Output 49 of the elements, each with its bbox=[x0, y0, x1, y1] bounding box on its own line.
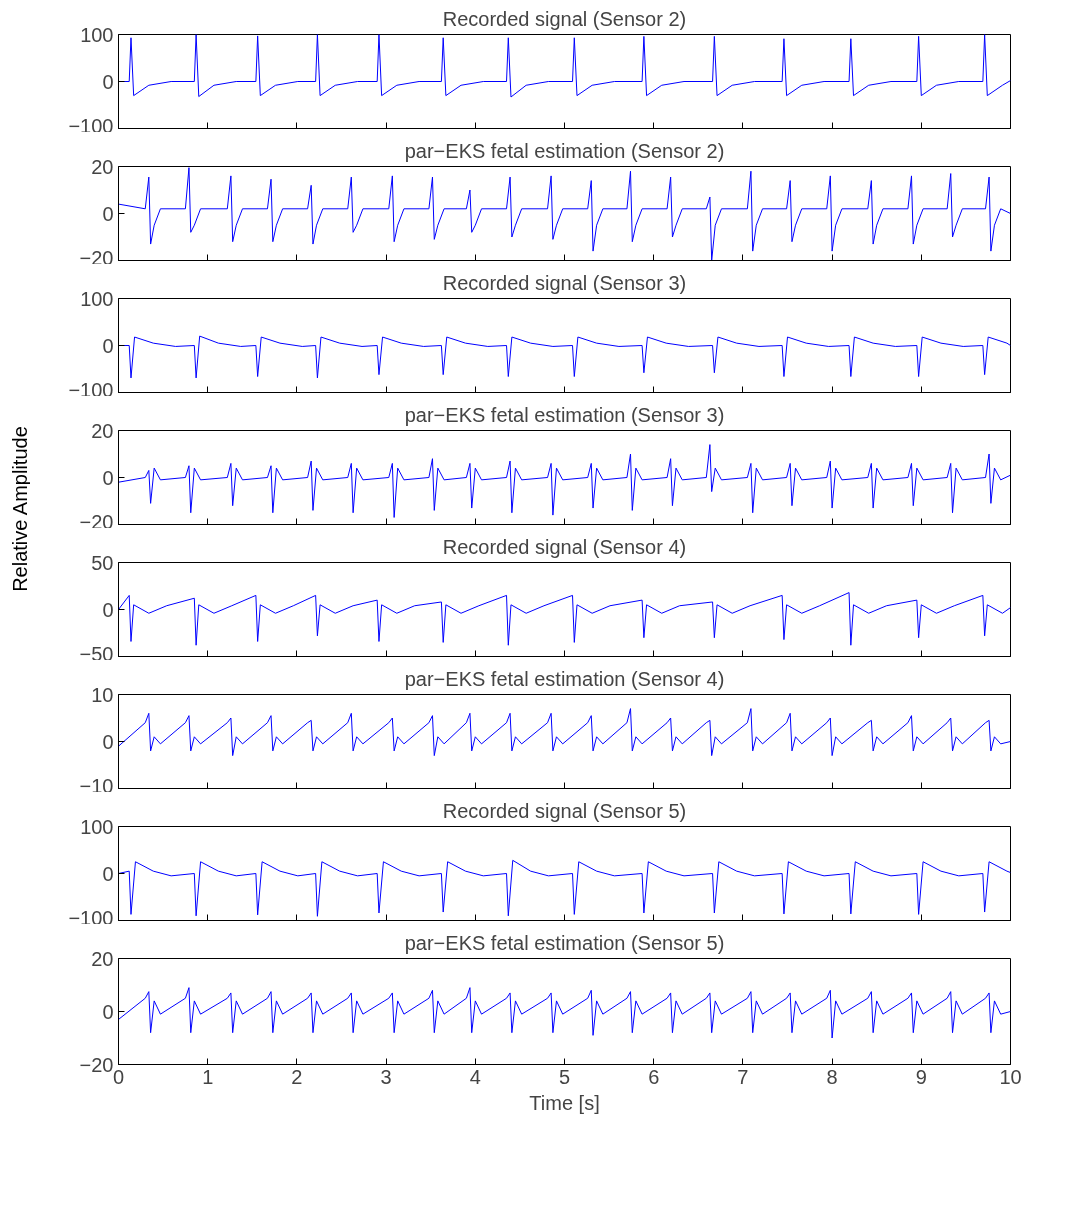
chart-title: par−EKS fetal estimation (Sensor 5) bbox=[404, 931, 725, 954]
x-tick-label: 3 bbox=[380, 1065, 392, 1088]
y-tick-label: 100 bbox=[80, 287, 114, 310]
y-tick-label: −100 bbox=[68, 906, 114, 929]
y-tick-label: 20 bbox=[91, 947, 114, 970]
y-tick-label: 0 bbox=[102, 466, 114, 489]
y-tick-label: 10 bbox=[91, 683, 114, 706]
y-tick-label: 0 bbox=[102, 202, 114, 225]
chart-title: par−EKS fetal estimation (Sensor 3) bbox=[404, 403, 725, 426]
chart-title: Recorded signal (Sensor 2) bbox=[442, 7, 687, 30]
y-tick-label: 100 bbox=[80, 23, 114, 46]
line-series bbox=[118, 708, 1011, 757]
line-series bbox=[118, 592, 1011, 646]
y-tick-label: −20 bbox=[79, 1053, 114, 1076]
line-series bbox=[118, 859, 1011, 917]
y-tick-label: 20 bbox=[91, 419, 114, 442]
x-tick-label: 10 bbox=[999, 1065, 1022, 1088]
x-tick-label: 7 bbox=[737, 1065, 749, 1088]
x-tick-label: 9 bbox=[915, 1065, 927, 1088]
y-tick-label: 0 bbox=[102, 730, 114, 753]
x-tick-label: 8 bbox=[826, 1065, 838, 1088]
y-tick-label: 0 bbox=[102, 862, 114, 885]
y-tick-label: 0 bbox=[102, 70, 114, 93]
x-tick-label: 4 bbox=[469, 1065, 481, 1088]
chart-title: Recorded signal (Sensor 5) bbox=[442, 799, 687, 822]
y-tick-label: 0 bbox=[102, 1000, 114, 1023]
y-tick-label: −10 bbox=[79, 774, 114, 797]
x-tick-label: 6 bbox=[648, 1065, 660, 1088]
line-series bbox=[118, 167, 1011, 261]
line-series bbox=[118, 987, 1011, 1039]
x-tick-label: 2 bbox=[291, 1065, 303, 1088]
chart-title: par−EKS fetal estimation (Sensor 4) bbox=[404, 667, 725, 690]
y-tick-label: 50 bbox=[91, 551, 114, 574]
x-axis-title: Time [s] bbox=[529, 1091, 600, 1114]
x-tick-label: 1 bbox=[202, 1065, 214, 1088]
y-tick-label: 100 bbox=[80, 815, 114, 838]
y-tick-label: 20 bbox=[91, 155, 114, 178]
y-tick-label: −20 bbox=[79, 510, 114, 533]
line-series bbox=[118, 444, 1011, 518]
y-tick-label: −100 bbox=[68, 378, 114, 401]
y-tick-label: 0 bbox=[102, 598, 114, 621]
x-tick-label: 5 bbox=[558, 1065, 571, 1088]
y-tick-label: −100 bbox=[68, 114, 114, 137]
chart-title: Recorded signal (Sensor 3) bbox=[442, 271, 687, 294]
chart-title: Recorded signal (Sensor 4) bbox=[442, 535, 687, 558]
y-tick-label: −20 bbox=[79, 246, 114, 269]
y-tick-label: −50 bbox=[79, 642, 114, 665]
chart-title: par−EKS fetal estimation (Sensor 2) bbox=[404, 139, 725, 162]
y-tick-label: 0 bbox=[102, 334, 114, 357]
